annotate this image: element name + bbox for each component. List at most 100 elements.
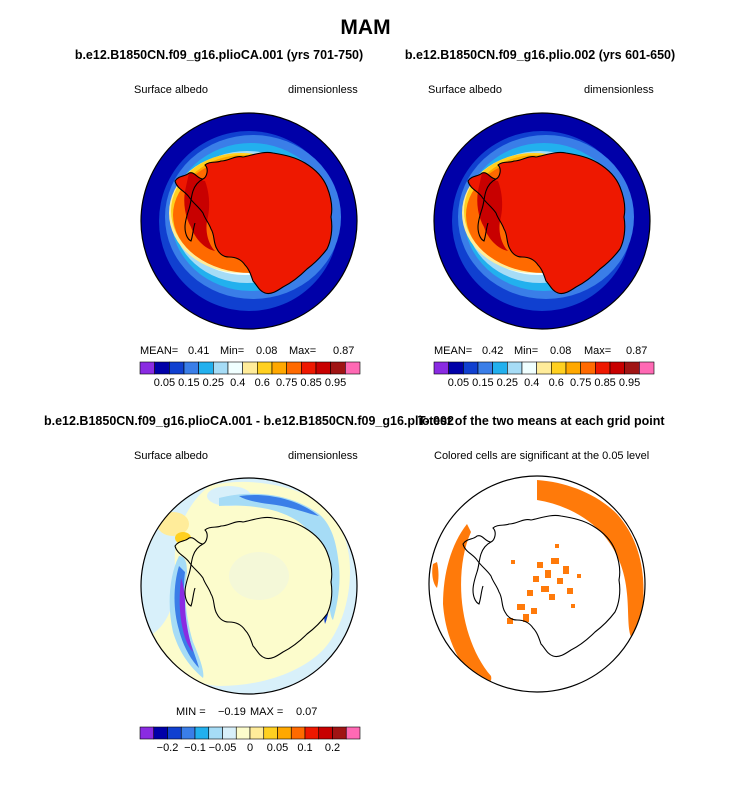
colorbar-box <box>448 361 464 375</box>
colorbar-box <box>507 361 523 375</box>
diff-strong-negative-west <box>179 578 193 652</box>
panel-2-colorbar: 0.05 0.15 0.25 0.4 0.6 0.75 0.85 0.95 <box>433 361 655 389</box>
colorbar-box <box>183 361 199 375</box>
colorbar-box <box>290 726 306 740</box>
colorbar-tick-label: 0.4 <box>230 377 245 389</box>
panel-1-min-value: 0.08 <box>256 345 278 357</box>
colorbar-box <box>154 361 170 375</box>
colorbar-tick-label: 0.6 <box>255 377 270 389</box>
colorbar-tick-label: 0.4 <box>524 377 539 389</box>
colorbar-box <box>463 361 479 375</box>
panel-1-mean-value: 0.41 <box>188 345 210 357</box>
panel-1-colorbar: 0.05 0.15 0.25 0.4 0.6 0.75 0.85 0.95 <box>139 361 361 389</box>
panel-3-max-value: 0.07 <box>296 706 318 718</box>
colorbar-box <box>213 361 229 375</box>
colorbar-box <box>277 726 292 740</box>
colorbar-box <box>286 361 302 375</box>
colorbar-box <box>304 726 320 740</box>
colorbar-box <box>249 726 265 740</box>
colorbar-tick-label: −0.2 <box>157 742 179 754</box>
map-border <box>140 477 358 695</box>
panel-1-right-label: dimensionless <box>288 84 358 96</box>
colorbar-box <box>332 726 347 740</box>
colorbar-tick-label: 0.6 <box>549 377 564 389</box>
colorbar-box <box>330 361 346 375</box>
significant-cells-interior <box>507 544 581 624</box>
panel-4-map <box>428 475 646 693</box>
colorbar-tick-label: 0.15 <box>178 377 199 389</box>
colorbar-box <box>153 726 168 740</box>
colorbar-tick-label: 0.05 <box>154 377 175 389</box>
colorbar-box <box>477 361 493 375</box>
panel-3-min-value: −0.19 <box>218 706 246 718</box>
panel-2-map <box>433 112 651 330</box>
colorbar-tick-label: 0.05 <box>267 742 288 754</box>
colorbar-box <box>551 361 567 375</box>
antarctica-interior-pattern <box>229 552 289 600</box>
panel-3-map <box>140 477 358 695</box>
panel-3-left-label: Surface albedo <box>134 450 208 462</box>
map-border <box>140 112 358 330</box>
colorbar-box <box>565 361 581 375</box>
panel-2-max-value: 0.87 <box>626 345 648 357</box>
colorbar-box <box>301 361 317 375</box>
figure-title: MAM <box>340 16 391 39</box>
colorbar-box <box>624 361 640 375</box>
panel-4-title: T-test of the two means at each grid poi… <box>418 414 665 428</box>
panel-2-mean-value: 0.42 <box>482 345 504 357</box>
colorbar-box <box>263 726 278 740</box>
colorbar-tick-label: 0.1 <box>297 742 312 754</box>
significant-region-east <box>537 480 644 640</box>
colorbar-box <box>139 361 155 375</box>
colorbar-tick-label: 0.85 <box>594 377 615 389</box>
colorbar-box <box>194 726 210 740</box>
panel-3-title: b.e12.B1850CN.f09_g16.plioCA.001 - b.e12… <box>44 414 454 428</box>
panel-3-colorbar: −0.2 −0.1 −0.05 0 0.05 0.1 0.2 <box>139 726 361 754</box>
panel-4-left-label: Colored cells are significant at the 0.0… <box>434 450 650 462</box>
colorbar-tick-label: 0.2 <box>325 742 340 754</box>
ross-ice-shelf <box>184 172 215 252</box>
colorbar-box <box>521 361 537 375</box>
colorbar-box <box>208 726 223 740</box>
diff-negative-core-east <box>239 494 319 516</box>
colorbar-box <box>595 361 611 375</box>
colorbar-box <box>222 726 237 740</box>
colorbar-box <box>198 361 214 375</box>
colorbar-tick-label: 0.25 <box>203 377 224 389</box>
panel-1-max-label: Max= <box>289 345 317 357</box>
panel-3-right-label: dimensionless <box>288 450 358 462</box>
colorbar-box <box>433 361 449 375</box>
colorbar-box <box>180 726 196 740</box>
panel-2-left-label: Surface albedo <box>428 84 502 96</box>
colorbar-box <box>315 361 331 375</box>
colorbar-box <box>242 361 258 375</box>
colorbar-box <box>536 361 552 375</box>
colorbar-tick-label: 0 <box>247 742 253 754</box>
diff-negative-band-east <box>219 493 340 620</box>
significant-region-west <box>443 524 492 684</box>
colorbar-box <box>492 361 508 375</box>
colorbar-tick-label: 0.05 <box>448 377 469 389</box>
colorbar-box <box>227 361 243 375</box>
colorbar-box <box>167 726 182 740</box>
colorbar-box <box>235 726 251 740</box>
colorbar-tick-label: 0.25 <box>497 377 518 389</box>
panel-2-min-value: 0.08 <box>550 345 572 357</box>
significant-patch-far-west <box>432 562 439 588</box>
panel-1-left-label: Surface albedo <box>134 84 208 96</box>
colorbar-tick-label: −0.05 <box>209 742 237 754</box>
colorbar-box <box>139 726 155 740</box>
colorbar-tick-label: 0.75 <box>570 377 591 389</box>
colorbar-tick-label: 0.15 <box>472 377 493 389</box>
panel-1-mean-label: MEAN= <box>140 345 179 357</box>
colorbar-tick-label: −0.1 <box>184 742 206 754</box>
map-border <box>428 475 646 693</box>
colorbar-tick-label: 0.95 <box>619 377 640 389</box>
colorbar-box <box>169 361 185 375</box>
panel-2-right-label: dimensionless <box>584 84 654 96</box>
colorbar-box <box>345 726 361 740</box>
colorbar-box <box>580 361 596 375</box>
colorbar-tick-label: 0.75 <box>276 377 297 389</box>
panel-3-min-label: MIN = <box>176 706 206 718</box>
colorbar-tick-label: 0.95 <box>325 377 346 389</box>
